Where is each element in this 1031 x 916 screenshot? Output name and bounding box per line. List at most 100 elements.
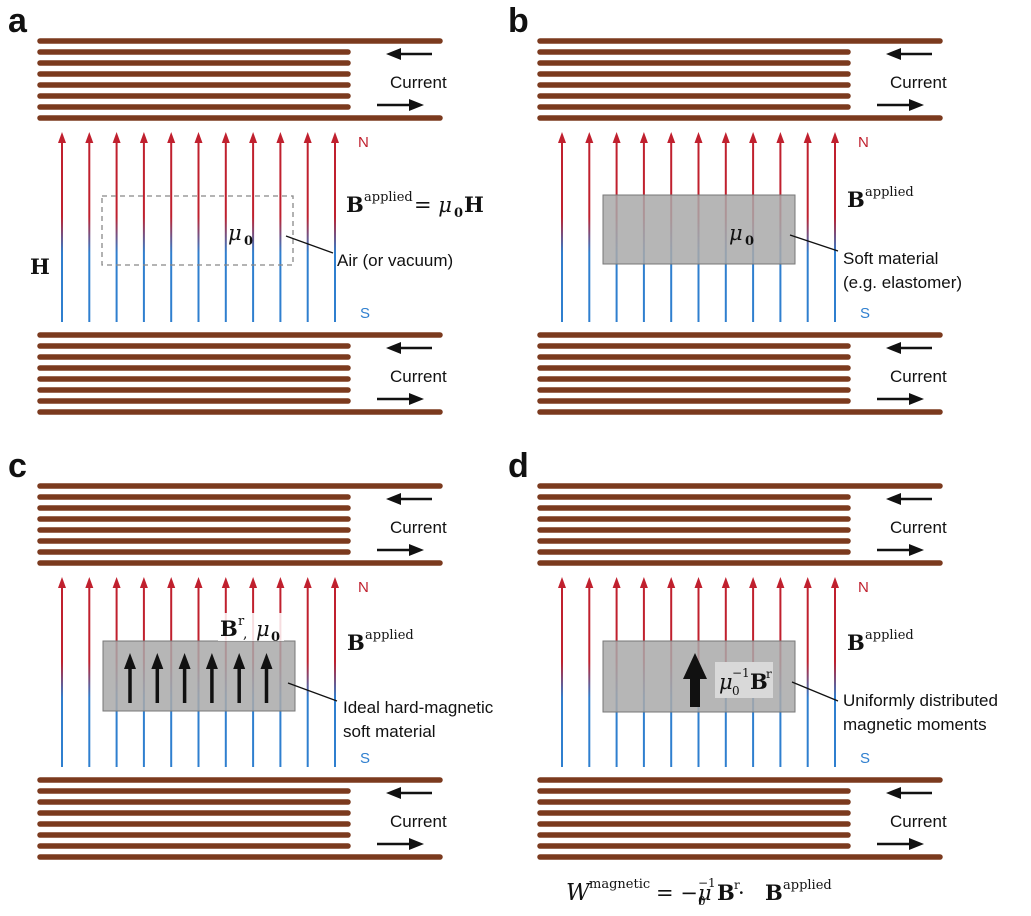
label-backdrop xyxy=(218,613,284,641)
field-arrowhead-icon xyxy=(558,577,566,588)
north-pole-label: N xyxy=(358,579,369,596)
separator: , xyxy=(243,626,247,642)
field-lines xyxy=(58,132,339,322)
br-symbol: B xyxy=(220,616,238,641)
applied-superscript: applied xyxy=(865,628,914,643)
field-line xyxy=(561,585,563,767)
br-superscript: r xyxy=(238,614,245,629)
arrowhead-icon xyxy=(886,787,901,799)
arrowhead-icon xyxy=(205,653,218,669)
field-arrowhead-icon xyxy=(667,132,676,143)
arrowhead-icon xyxy=(260,653,273,669)
top-coil xyxy=(37,483,443,566)
mu-subscript: 0 xyxy=(745,234,754,249)
field-arrowhead-icon xyxy=(803,132,812,143)
br-symbol: B xyxy=(750,669,768,694)
h-symbol: H xyxy=(464,192,484,217)
moment-arrow-icon xyxy=(683,653,707,679)
mu-symbol: μ xyxy=(719,670,733,694)
mu-symbol: μ xyxy=(228,221,242,245)
field-arrowhead-icon xyxy=(221,577,230,588)
south-pole-label: S xyxy=(860,750,870,767)
bottom-coil xyxy=(537,777,943,860)
field-arrowhead-icon xyxy=(585,132,594,143)
field-arrowhead-icon xyxy=(694,132,703,143)
top-coil xyxy=(537,38,943,121)
arrowhead-icon xyxy=(886,493,901,505)
field-arrowhead-icon xyxy=(58,132,66,143)
north-pole-label: N xyxy=(858,579,869,596)
arrowhead-icon xyxy=(409,393,424,405)
field-line xyxy=(170,140,173,322)
arrowhead-icon xyxy=(909,838,924,850)
h-field-symbol: H xyxy=(30,254,50,279)
field-arrowhead-icon xyxy=(303,132,312,143)
arrowhead-icon xyxy=(386,787,401,799)
arrowhead-icon xyxy=(124,653,136,669)
material-label: Soft material xyxy=(843,249,938,268)
field-line xyxy=(115,140,118,322)
north-pole-label: N xyxy=(858,134,869,151)
field-line xyxy=(88,585,91,767)
arrowhead-icon xyxy=(909,544,924,556)
leader-line xyxy=(287,682,338,702)
panel-letter: d xyxy=(508,447,529,485)
field-line xyxy=(88,140,91,322)
w-symbol: W xyxy=(566,880,592,906)
b-symbol: B xyxy=(346,192,364,217)
mu-subscript: 0 xyxy=(244,234,253,249)
arrowhead-icon xyxy=(151,653,164,669)
br-symbol: B xyxy=(717,880,735,905)
panel-letter: c xyxy=(8,447,27,485)
b-symbol: B xyxy=(347,630,365,655)
field-arrowhead-icon xyxy=(139,577,148,588)
field-arrowhead-icon xyxy=(831,577,839,588)
current-label-bottom: Current xyxy=(390,367,447,386)
panel-letter: a xyxy=(8,2,28,40)
applied-superscript: applied xyxy=(364,190,413,205)
top-coil xyxy=(37,38,443,121)
field-line xyxy=(279,140,282,322)
mu-subscript: 0 xyxy=(454,206,463,221)
material-label: Ideal hard-magnetic xyxy=(343,698,494,717)
arrowhead-icon xyxy=(409,99,424,111)
panel-b: b Current Current N Sμ 0 Soft material (e.g. el… xyxy=(508,2,962,415)
field-line xyxy=(561,140,563,322)
field-arrowhead-icon xyxy=(776,132,785,143)
mu-symbol: μ xyxy=(256,617,270,641)
inverse-superscript: −1 xyxy=(698,876,716,890)
current-label-top: Current xyxy=(890,73,947,92)
field-line xyxy=(588,140,591,322)
field-arrowhead-icon xyxy=(167,132,176,143)
field-line xyxy=(61,585,63,767)
current-label-top: Current xyxy=(390,73,447,92)
arrowhead-icon xyxy=(909,99,924,111)
arrowhead-icon xyxy=(409,838,424,850)
south-pole-label: S xyxy=(860,305,870,322)
field-arrowhead-icon xyxy=(194,132,203,143)
field-arrowhead-icon xyxy=(585,577,594,588)
b-symbol: B xyxy=(765,880,783,905)
arrowhead-icon xyxy=(386,493,401,505)
field-arrowhead-icon xyxy=(58,577,66,588)
current-label-bottom: Current xyxy=(390,812,447,831)
arrowhead-icon xyxy=(409,544,424,556)
magnetic-superscript: magnetic xyxy=(589,877,650,892)
label-backdrop xyxy=(715,662,773,698)
hard-magnetic-block xyxy=(102,640,296,712)
material-label: Uniformly distributed xyxy=(843,691,998,710)
field-arrowhead-icon xyxy=(776,577,785,588)
field-line xyxy=(806,140,809,322)
br-superscript: r xyxy=(734,878,740,892)
mu-symbol: μ xyxy=(729,221,743,245)
applied-superscript: applied xyxy=(783,878,832,893)
field-arrowhead-icon xyxy=(276,577,285,588)
field-arrowhead-icon xyxy=(249,577,258,588)
material-label-line2: (e.g. elastomer) xyxy=(843,273,962,292)
dot-operator: · xyxy=(738,881,745,905)
field-arrowhead-icon xyxy=(331,132,339,143)
current-label-bottom: Current xyxy=(890,367,947,386)
top-coil xyxy=(537,483,943,566)
